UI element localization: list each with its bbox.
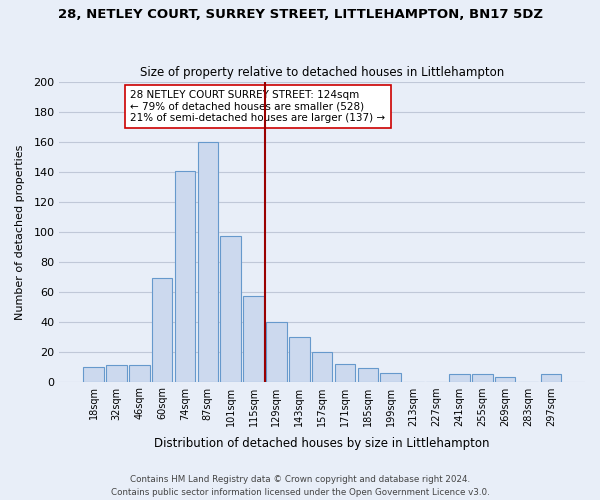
Bar bbox=[289, 336, 310, 382]
Bar bbox=[266, 322, 287, 382]
Bar bbox=[541, 374, 561, 382]
Bar bbox=[358, 368, 378, 382]
Bar bbox=[495, 377, 515, 382]
X-axis label: Distribution of detached houses by size in Littlehampton: Distribution of detached houses by size … bbox=[154, 437, 490, 450]
Bar bbox=[243, 296, 264, 382]
Bar bbox=[106, 365, 127, 382]
Title: Size of property relative to detached houses in Littlehampton: Size of property relative to detached ho… bbox=[140, 66, 504, 78]
Bar bbox=[449, 374, 470, 382]
Text: Contains HM Land Registry data © Crown copyright and database right 2024.
Contai: Contains HM Land Registry data © Crown c… bbox=[110, 476, 490, 497]
Bar bbox=[152, 278, 172, 382]
Bar bbox=[380, 372, 401, 382]
Bar bbox=[197, 142, 218, 382]
Bar bbox=[472, 374, 493, 382]
Y-axis label: Number of detached properties: Number of detached properties bbox=[15, 144, 25, 320]
Text: 28 NETLEY COURT SURREY STREET: 124sqm
← 79% of detached houses are smaller (528): 28 NETLEY COURT SURREY STREET: 124sqm ← … bbox=[130, 90, 385, 123]
Bar bbox=[312, 352, 332, 382]
Text: 28, NETLEY COURT, SURREY STREET, LITTLEHAMPTON, BN17 5DZ: 28, NETLEY COURT, SURREY STREET, LITTLEH… bbox=[58, 8, 542, 20]
Bar bbox=[335, 364, 355, 382]
Bar bbox=[175, 170, 195, 382]
Bar bbox=[220, 236, 241, 382]
Bar bbox=[129, 365, 149, 382]
Bar bbox=[83, 366, 104, 382]
